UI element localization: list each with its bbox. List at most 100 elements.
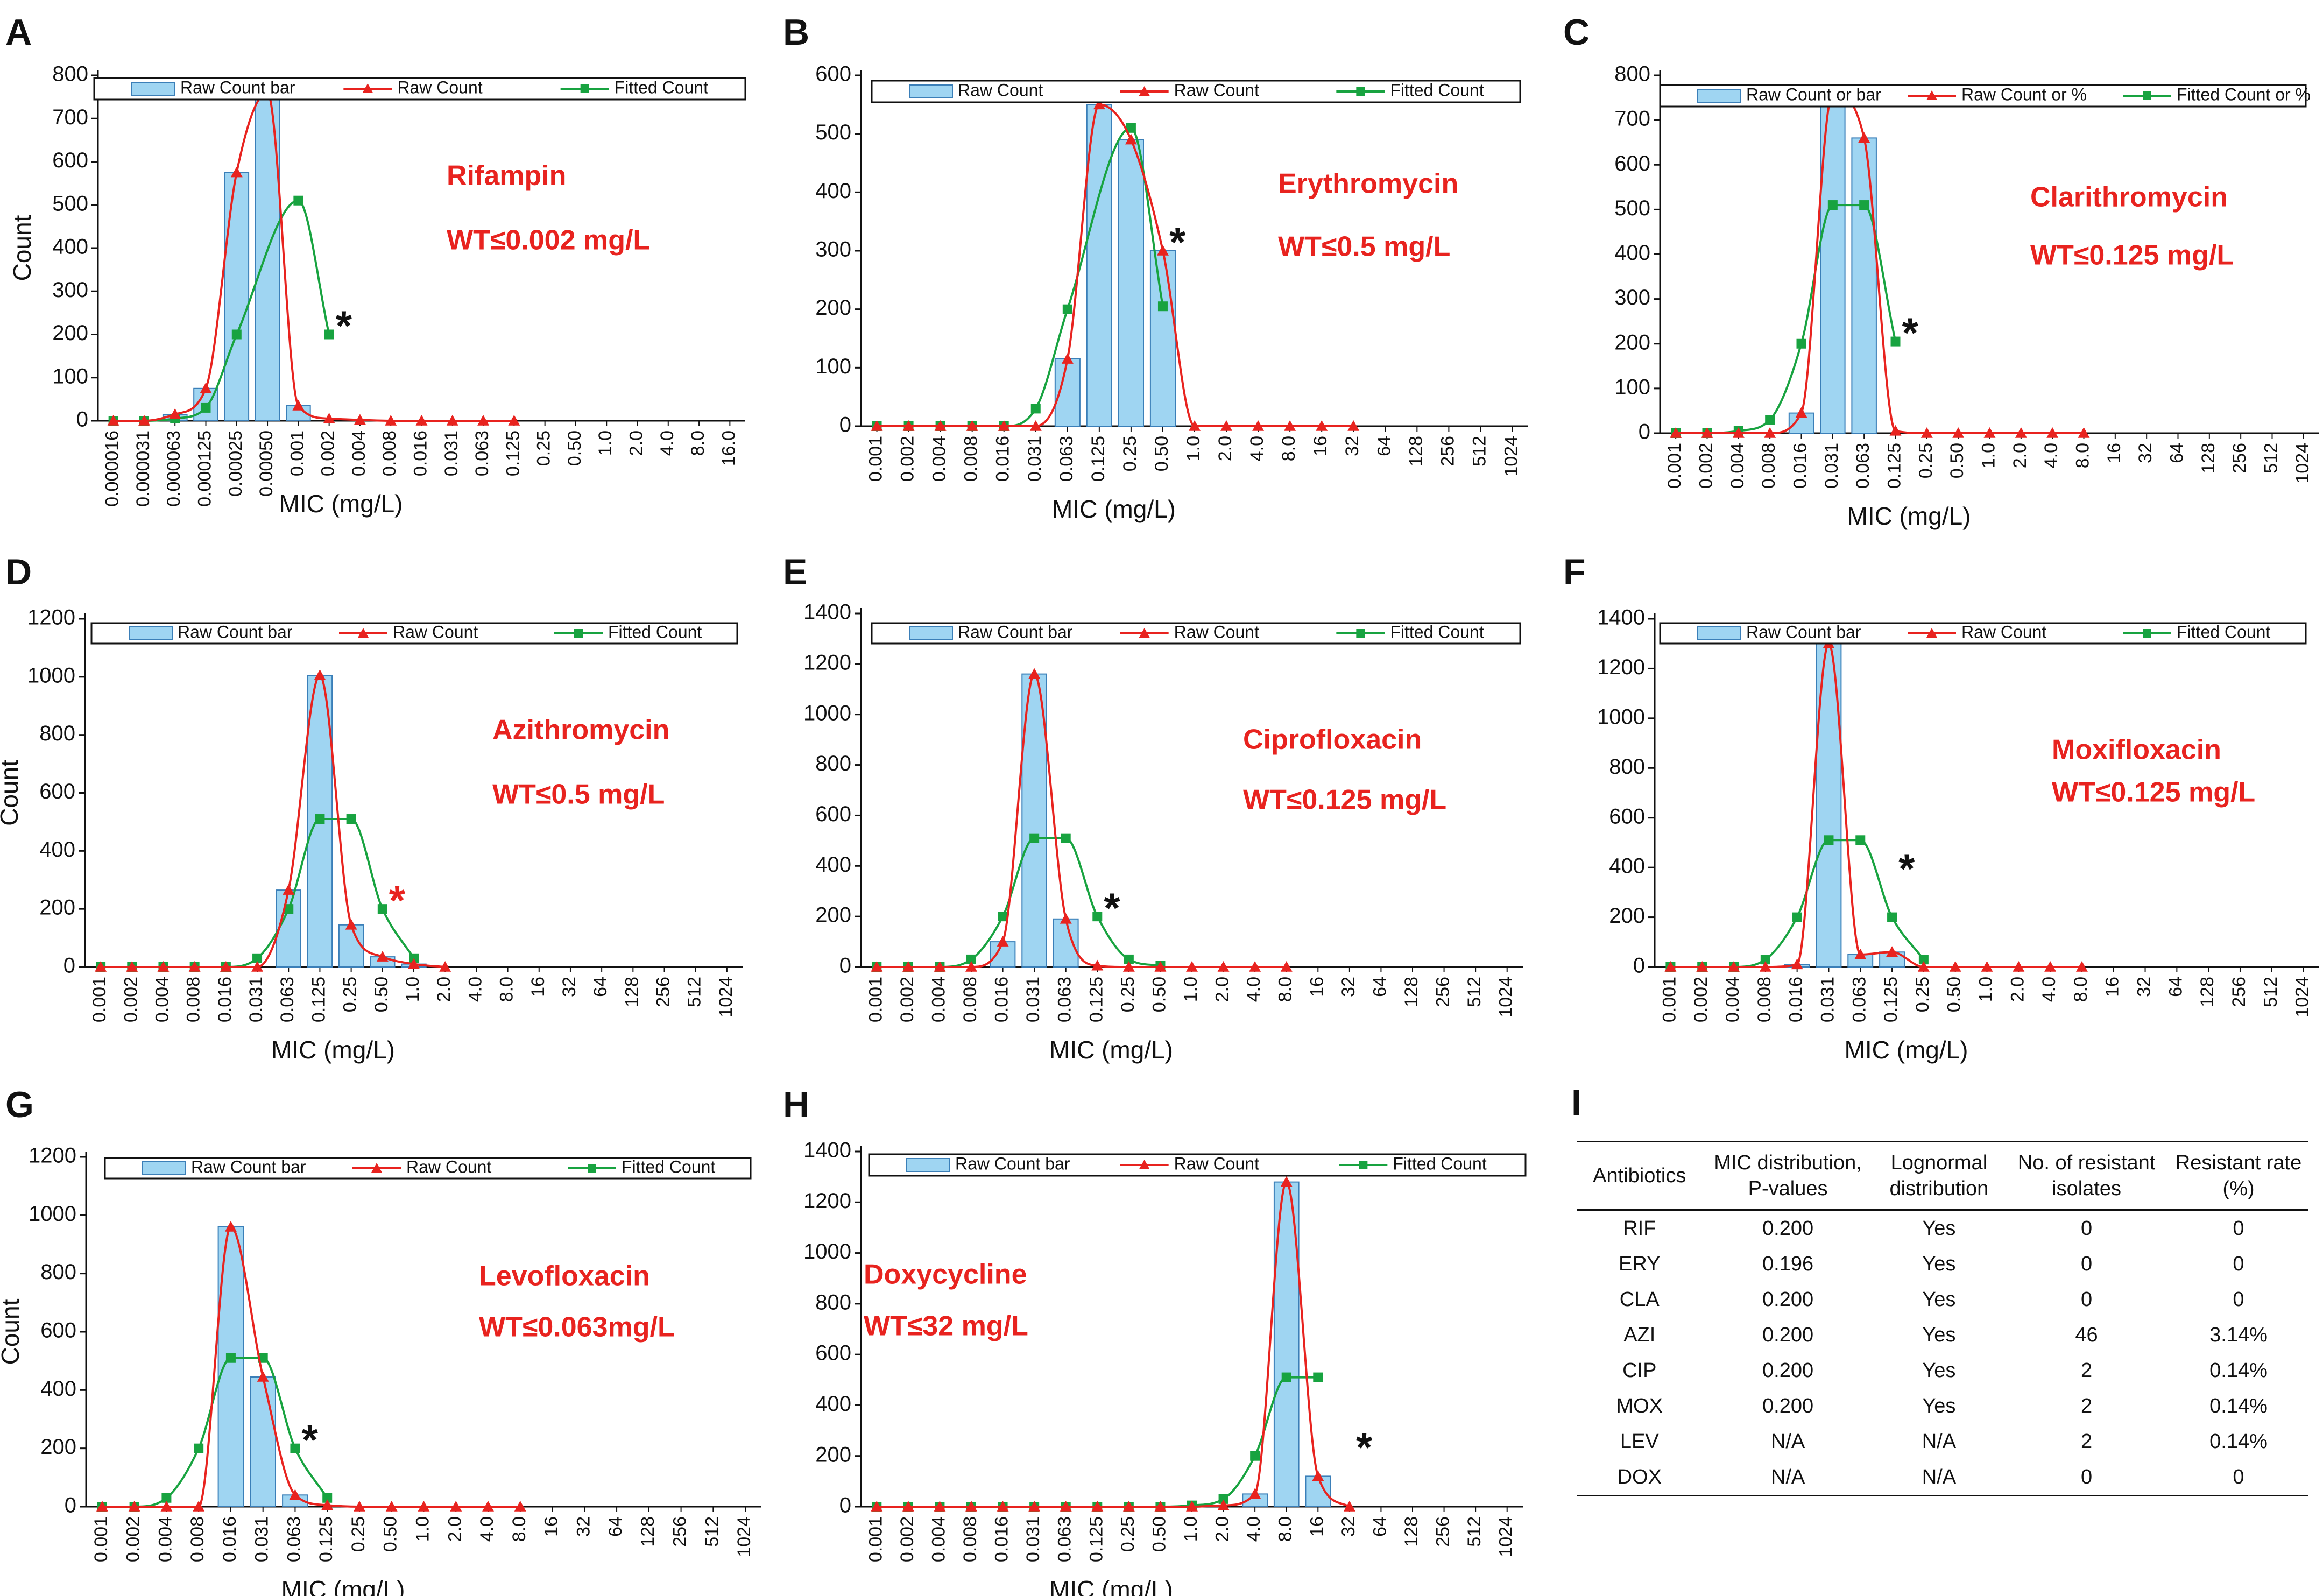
wt-cutoff: WT≤0.125 mg/L [1243,785,1446,816]
raw-count-point [2013,961,2025,972]
x-tick-label: 64 [1369,977,1390,997]
x-tick-label: 0.001 [865,436,886,482]
y-axis-title: Count [8,215,36,281]
raw-count-point [997,1501,1009,1512]
x-tick-label: 64 [2165,977,2186,997]
table-cell: 0 [2233,1217,2244,1240]
x-tick-label: 32 [573,1516,594,1537]
significance-star: * [389,877,406,924]
fitted-count-point [1030,404,1041,414]
raw-count-point [251,961,264,972]
x-tick-label: 128 [1401,1516,1422,1547]
x-tick-label: 0.001 [865,1516,886,1562]
raw-count-point [1122,1501,1135,1512]
x-tick-label: 2.0 [1212,977,1233,1002]
fitted-count-point [252,953,263,963]
x-tick-label: 0.002 [897,1516,917,1562]
fitted-count-point [1061,833,1071,843]
raw-count-line [102,1225,520,1508]
x-tick-label: 1.0 [1975,977,1996,1002]
fitted-count-point [231,329,242,340]
legend-label: Fitted Count [1390,80,1484,100]
table-cell: 0 [2081,1217,2093,1240]
x-tick-label: 0.063 [1055,1516,1075,1562]
fitted-count-point [201,402,211,413]
raw-count-point [354,414,366,425]
raw-count-point [1154,961,1167,972]
y-tick-label: 800 [1614,62,1650,86]
fitted-count-point [377,904,387,914]
x-tick-label: 0.031 [441,430,462,476]
raw-count-point [1028,1501,1041,1512]
drug-name: Rifampin [447,160,566,192]
fitted-count-point [1890,336,1901,347]
x-tick-label: 1024 [716,977,736,1018]
fitted-count-point [284,904,294,914]
table-cell: LEV [1620,1430,1659,1453]
x-tick-label: 1.0 [1181,1516,1201,1542]
y-tick-label: 800 [52,62,88,86]
raw-count-point [1252,420,1265,431]
legend-label: Raw Count [393,622,478,641]
y-tick-label: 1200 [27,606,75,630]
y-tick-label: 1200 [803,651,851,674]
raw-count-point [966,420,978,431]
x-tick-label: 0.002 [318,430,338,476]
y-tick-label: 400 [40,1377,76,1401]
y-axis-title: Count [0,760,23,826]
raw-count-point [224,1221,237,1232]
x-tick-label: 8.0 [2072,443,2093,468]
raw-count-point [439,961,451,972]
x-tick-label: 1024 [1496,977,1516,1018]
table-cell: CIP [1622,1359,1657,1382]
x-tick-label: 256 [2229,443,2250,474]
table-row: CLA 0.200 Yes 0 0 [1577,1282,2308,1317]
table-row: CIP 0.200 Yes 2 0.14% [1577,1353,2308,1388]
x-tick-label: 0.004 [928,1516,949,1562]
table-cell: 0.14% [2209,1394,2268,1417]
x-tick-label: 0.001 [1664,443,1685,489]
raw-count-point [2015,427,2027,438]
wt-cutoff: WT≤0.063mg/L [479,1312,675,1343]
fitted-count-point [1796,338,1806,349]
table-panel: I Antibiotics MIC distribution, P-values… [1571,1082,2308,1555]
legend-label: Fitted Count [615,77,708,97]
table-cell: Yes [1922,1394,1956,1417]
panel-label: D [5,552,32,592]
x-tick-label: 0.031 [246,977,266,1022]
y-tick-label: 0 [65,1494,76,1517]
y-tick-label: 500 [52,192,88,215]
legend-label: Raw Count [1174,80,1259,100]
x-tick-label: 4.0 [1244,977,1264,1002]
raw-count-point [408,958,420,969]
legend-label: Fitted Count [622,1157,715,1176]
x-tick-label: 0.008 [187,1516,208,1562]
x-tick-label: 0.125 [1086,1516,1106,1562]
raw-count-point [292,399,305,411]
raw-count-line [1670,642,2082,969]
bar [338,924,364,968]
raw-count-point [965,961,977,972]
raw-count-point [1795,407,1807,418]
raw-count-point [418,1501,430,1512]
bar [224,172,250,421]
x-tick-label: 64 [605,1516,626,1537]
x-tick-label: 0.031 [1821,443,1842,489]
wt-cutoff: WT≤0.125 mg/L [2030,240,2234,271]
x-tick-label: 0.25 [1916,443,1936,478]
table-cell: N/A [1770,1430,1805,1453]
x-tick-label: 0.50 [1947,443,1967,478]
x-tick-label: 16 [528,977,548,997]
x-tick-label: 2.0 [434,977,454,1002]
x-tick-label: 0.016 [992,1516,1012,1562]
raw-count-point [283,884,295,895]
x-tick-label: 0.001 [287,430,307,476]
raw-count-point [1886,946,1898,957]
x-tick-label: 0.125 [316,1516,336,1562]
x-tick-label: 0.008 [183,977,204,1022]
x-tick-label: 0.50 [371,977,392,1012]
table-row: MOX 0.200 Yes 2 0.14% [1577,1388,2308,1424]
x-tick-label: 0.008 [960,977,980,1022]
legend-raw-marker [1926,90,1937,100]
raw-count-point [1125,133,1137,145]
